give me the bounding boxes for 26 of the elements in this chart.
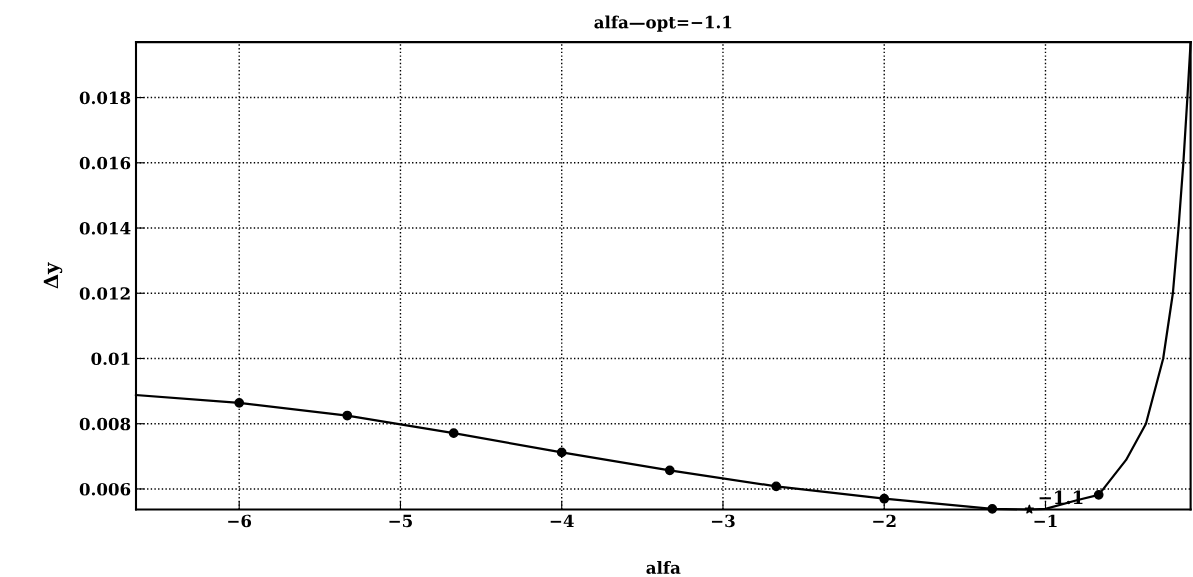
y-tick-label: 0.012 bbox=[79, 287, 130, 300]
point bbox=[556, 447, 567, 458]
point bbox=[234, 397, 245, 408]
point bbox=[771, 481, 782, 492]
y-tick-label: 0.018 bbox=[79, 91, 131, 105]
point bbox=[1024, 504, 1035, 514]
point bbox=[664, 465, 675, 476]
point bbox=[448, 428, 459, 439]
x-tick-label: −4 bbox=[550, 514, 574, 528]
x-tick-label: −3 bbox=[711, 514, 735, 528]
y-tick-label: 0.016 bbox=[79, 156, 131, 170]
point bbox=[879, 493, 890, 504]
x-tick-label: −2 bbox=[873, 514, 896, 528]
x-tick-label: −5 bbox=[389, 514, 412, 528]
x-tick-label: −1 bbox=[1034, 514, 1057, 528]
point bbox=[987, 503, 998, 514]
y-axis-title: Δy bbox=[43, 262, 63, 289]
x-axis-title: alfa bbox=[646, 561, 681, 574]
point bbox=[342, 410, 353, 421]
y-tick-label: 0.008 bbox=[79, 417, 131, 431]
chart-title: alfa—opt=−1.1 bbox=[594, 15, 732, 32]
point bbox=[1093, 489, 1104, 500]
x-tick-label: −6 bbox=[228, 514, 252, 528]
y-tick-label: 0.006 bbox=[79, 482, 131, 496]
y-tick-label: 0.014 bbox=[79, 221, 131, 235]
y-tick-label: 0.01 bbox=[91, 352, 130, 366]
